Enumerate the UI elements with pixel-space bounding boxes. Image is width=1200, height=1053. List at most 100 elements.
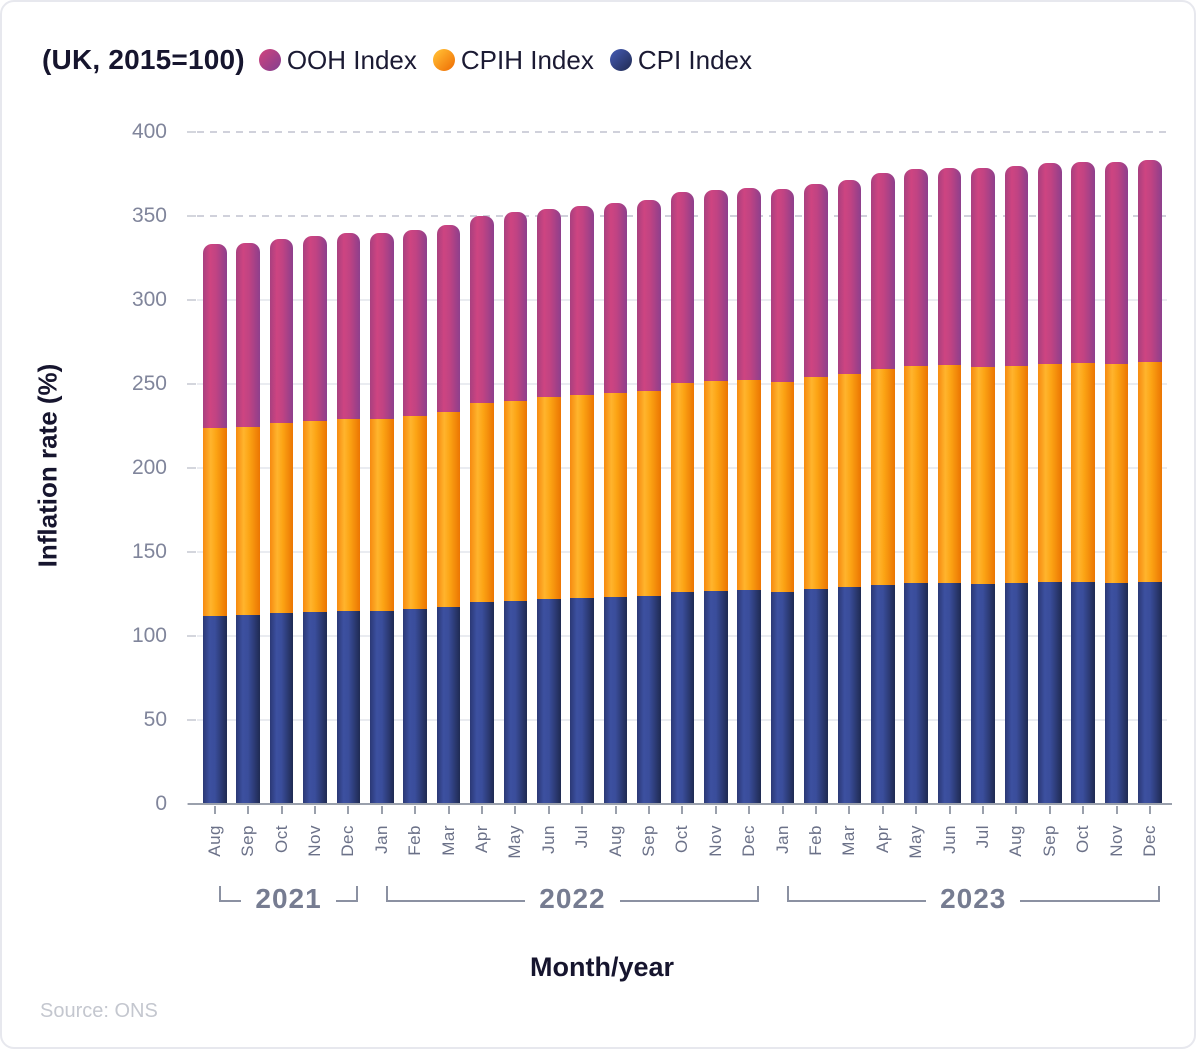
segment-ooh-index bbox=[236, 242, 260, 428]
x-tick-mark bbox=[647, 806, 650, 814]
segment-cpih-index bbox=[269, 423, 294, 614]
bar-jun-2023 bbox=[937, 167, 962, 804]
x-tick-mark bbox=[213, 806, 216, 814]
segment-cpih-index bbox=[804, 377, 828, 590]
bracket-tick bbox=[1157, 886, 1160, 902]
y-tick-label-250: 250 bbox=[131, 372, 167, 395]
x-tick-label-apr-2023: Apr bbox=[872, 825, 892, 853]
segment-cpih-index bbox=[670, 383, 695, 592]
y-tick-label-100: 100 bbox=[131, 624, 167, 647]
x-tick-label-apr-2022: Apr bbox=[471, 825, 491, 853]
segment-cpih-index bbox=[837, 374, 862, 588]
segment-cpih-index bbox=[236, 427, 260, 616]
segment-ooh-index bbox=[737, 187, 761, 380]
x-tick-label-dec-2022: Dec bbox=[739, 825, 759, 857]
segment-ooh-index bbox=[937, 167, 962, 366]
segment-cpih-index bbox=[737, 379, 761, 591]
x-tick-label-dec-2021: Dec bbox=[338, 825, 358, 857]
x-tick-mark bbox=[380, 806, 383, 814]
gridline-400 bbox=[197, 131, 1167, 133]
segment-cpi-index bbox=[1104, 582, 1129, 804]
segment-ooh-index bbox=[470, 215, 494, 404]
bar-oct-2023 bbox=[1071, 161, 1095, 804]
segment-cpi-index bbox=[971, 584, 995, 804]
y-tick-mark-250 bbox=[187, 383, 196, 385]
bar-sep-2023 bbox=[1038, 162, 1062, 804]
segment-ooh-index bbox=[704, 189, 728, 382]
x-tick-label-sep-2023: Sep bbox=[1039, 825, 1059, 857]
legend-item-cpih[interactable]: CPIH Index bbox=[432, 45, 594, 76]
segment-ooh-index bbox=[303, 235, 327, 421]
x-tick-mark bbox=[614, 806, 617, 814]
bar-jan-2023 bbox=[770, 189, 795, 804]
x-tick-label-jun-2022: Jun bbox=[538, 825, 558, 854]
x-tick-label-jul-2023: Jul bbox=[972, 825, 992, 849]
segment-ooh-index bbox=[403, 230, 427, 417]
segment-cpih-index bbox=[871, 368, 895, 585]
y-tick-mark-300 bbox=[187, 299, 196, 301]
x-tick-mark bbox=[1115, 806, 1118, 814]
bar-nov-2022 bbox=[704, 189, 728, 804]
segment-ooh-index bbox=[370, 233, 394, 420]
x-tick-mark bbox=[1082, 806, 1085, 814]
x-tick-mark bbox=[347, 806, 350, 814]
segment-cpih-index bbox=[937, 365, 962, 584]
segment-cpi-index bbox=[1071, 582, 1095, 804]
segment-ooh-index bbox=[1104, 162, 1129, 364]
segment-cpih-index bbox=[303, 420, 327, 612]
segment-cpi-index bbox=[1138, 581, 1162, 804]
x-tick-mark bbox=[848, 806, 851, 814]
segment-cpih-index bbox=[904, 365, 928, 584]
x-tick-mark bbox=[948, 806, 951, 814]
x-tick-mark bbox=[414, 806, 417, 814]
year-label-2023: 2023 bbox=[940, 883, 1007, 914]
bar-jul-2022 bbox=[570, 205, 594, 804]
segment-cpi-index bbox=[303, 611, 327, 804]
y-tick-label-50: 50 bbox=[143, 708, 167, 731]
segment-cpi-index bbox=[570, 598, 594, 804]
legend-swatch-cpih-icon bbox=[432, 49, 455, 71]
legend-item-ooh[interactable]: OOH Index bbox=[258, 45, 417, 76]
x-tick-label-may-2023: May bbox=[906, 825, 926, 859]
year-bracket-2021: 2021 bbox=[218, 883, 359, 932]
legend-item-cpi[interactable]: CPI Index bbox=[609, 44, 752, 76]
bracket-tick bbox=[757, 886, 760, 902]
segment-cpi-index bbox=[603, 597, 628, 804]
y-tick-label-400: 400 bbox=[131, 120, 167, 143]
bracket-tick bbox=[218, 886, 221, 902]
segment-cpi-index bbox=[937, 583, 962, 804]
x-tick-mark bbox=[981, 806, 984, 814]
segment-cpi-index bbox=[670, 591, 695, 804]
x-tick-label-jun-2023: Jun bbox=[939, 825, 959, 854]
y-tick-mark-150 bbox=[187, 551, 196, 553]
bracket-line bbox=[220, 900, 242, 902]
year-label-2022: 2022 bbox=[539, 883, 606, 914]
segment-cpih-index bbox=[503, 400, 528, 602]
segment-cpi-index bbox=[1004, 583, 1029, 804]
bar-nov-2023 bbox=[1104, 162, 1129, 804]
segment-cpih-index bbox=[704, 381, 728, 592]
segment-cpi-index bbox=[203, 615, 227, 804]
segment-ooh-index bbox=[503, 212, 528, 401]
x-tick-label-feb-2023: Feb bbox=[805, 825, 825, 856]
segment-cpi-index bbox=[236, 615, 260, 804]
segment-cpi-index bbox=[269, 613, 294, 804]
segment-cpih-index bbox=[1004, 365, 1029, 584]
year-bracket-2023: 2023 bbox=[786, 883, 1160, 932]
plot-area bbox=[197, 131, 1167, 804]
x-tick-label-jan-2022: Jan bbox=[371, 825, 391, 854]
segment-cpi-index bbox=[904, 583, 928, 804]
segment-cpih-index bbox=[770, 381, 795, 592]
bar-mar-2022 bbox=[436, 225, 461, 804]
segment-cpih-index bbox=[470, 403, 494, 603]
segment-cpi-index bbox=[737, 590, 761, 804]
x-tick-label-aug-2022: Aug bbox=[605, 825, 625, 857]
x-tick-mark bbox=[814, 806, 817, 814]
segment-cpi-index bbox=[537, 599, 561, 804]
x-axis-line bbox=[188, 803, 1172, 805]
bracket-line bbox=[335, 900, 357, 902]
bracket-tick bbox=[356, 886, 359, 902]
bar-sep-2022 bbox=[637, 200, 661, 804]
y-tick-mark-200 bbox=[187, 467, 196, 469]
legend-label-cpi: CPI Index bbox=[637, 44, 752, 75]
